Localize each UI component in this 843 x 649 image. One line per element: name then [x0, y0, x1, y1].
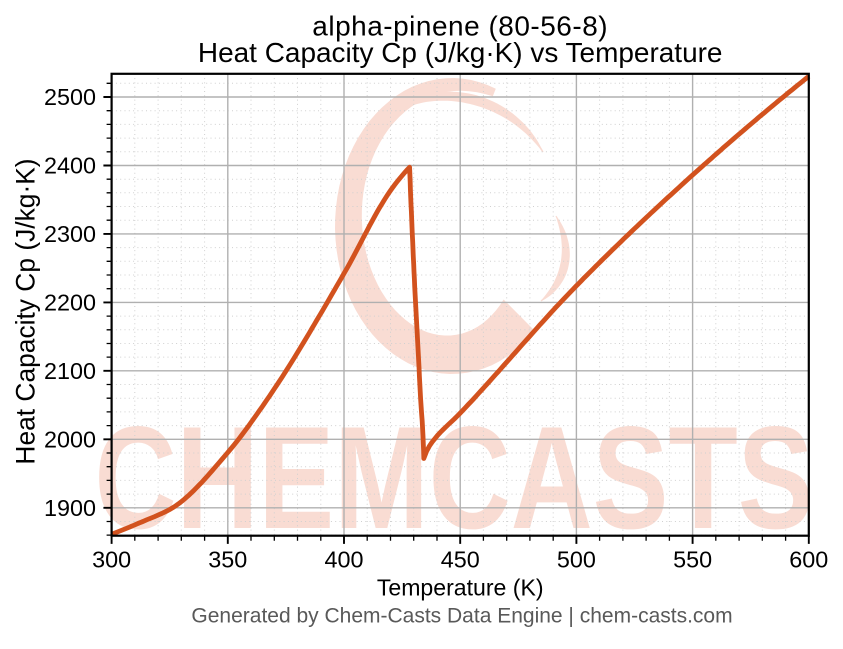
svg-text:2500: 2500 [44, 84, 96, 110]
svg-text:550: 550 [673, 547, 712, 573]
svg-text:2400: 2400 [44, 153, 96, 179]
svg-text:2100: 2100 [44, 358, 96, 384]
svg-text:600: 600 [789, 547, 828, 573]
svg-text:Heat Capacity Cp (J/kg·K) vs T: Heat Capacity Cp (J/kg·K) vs Temperature [198, 37, 723, 68]
svg-text:500: 500 [557, 547, 596, 573]
svg-text:Generated by Chem-Casts Data E: Generated by Chem-Casts Data Engine | ch… [191, 604, 732, 627]
svg-text:450: 450 [441, 547, 480, 573]
svg-text:CHEMCASTS: CHEMCASTS [95, 396, 814, 559]
svg-text:2000: 2000 [44, 427, 96, 453]
svg-text:350: 350 [208, 547, 247, 573]
svg-text:2200: 2200 [44, 290, 96, 316]
svg-text:2300: 2300 [44, 221, 96, 247]
svg-text:400: 400 [324, 547, 363, 573]
svg-text:alpha-pinene (80-56-8): alpha-pinene (80-56-8) [312, 11, 608, 42]
svg-text:Temperature (K): Temperature (K) [377, 575, 544, 601]
svg-text:Heat Capacity Cp (J/kg·K): Heat Capacity Cp (J/kg·K) [11, 158, 41, 464]
svg-text:300: 300 [92, 547, 131, 573]
svg-text:1900: 1900 [44, 495, 96, 521]
